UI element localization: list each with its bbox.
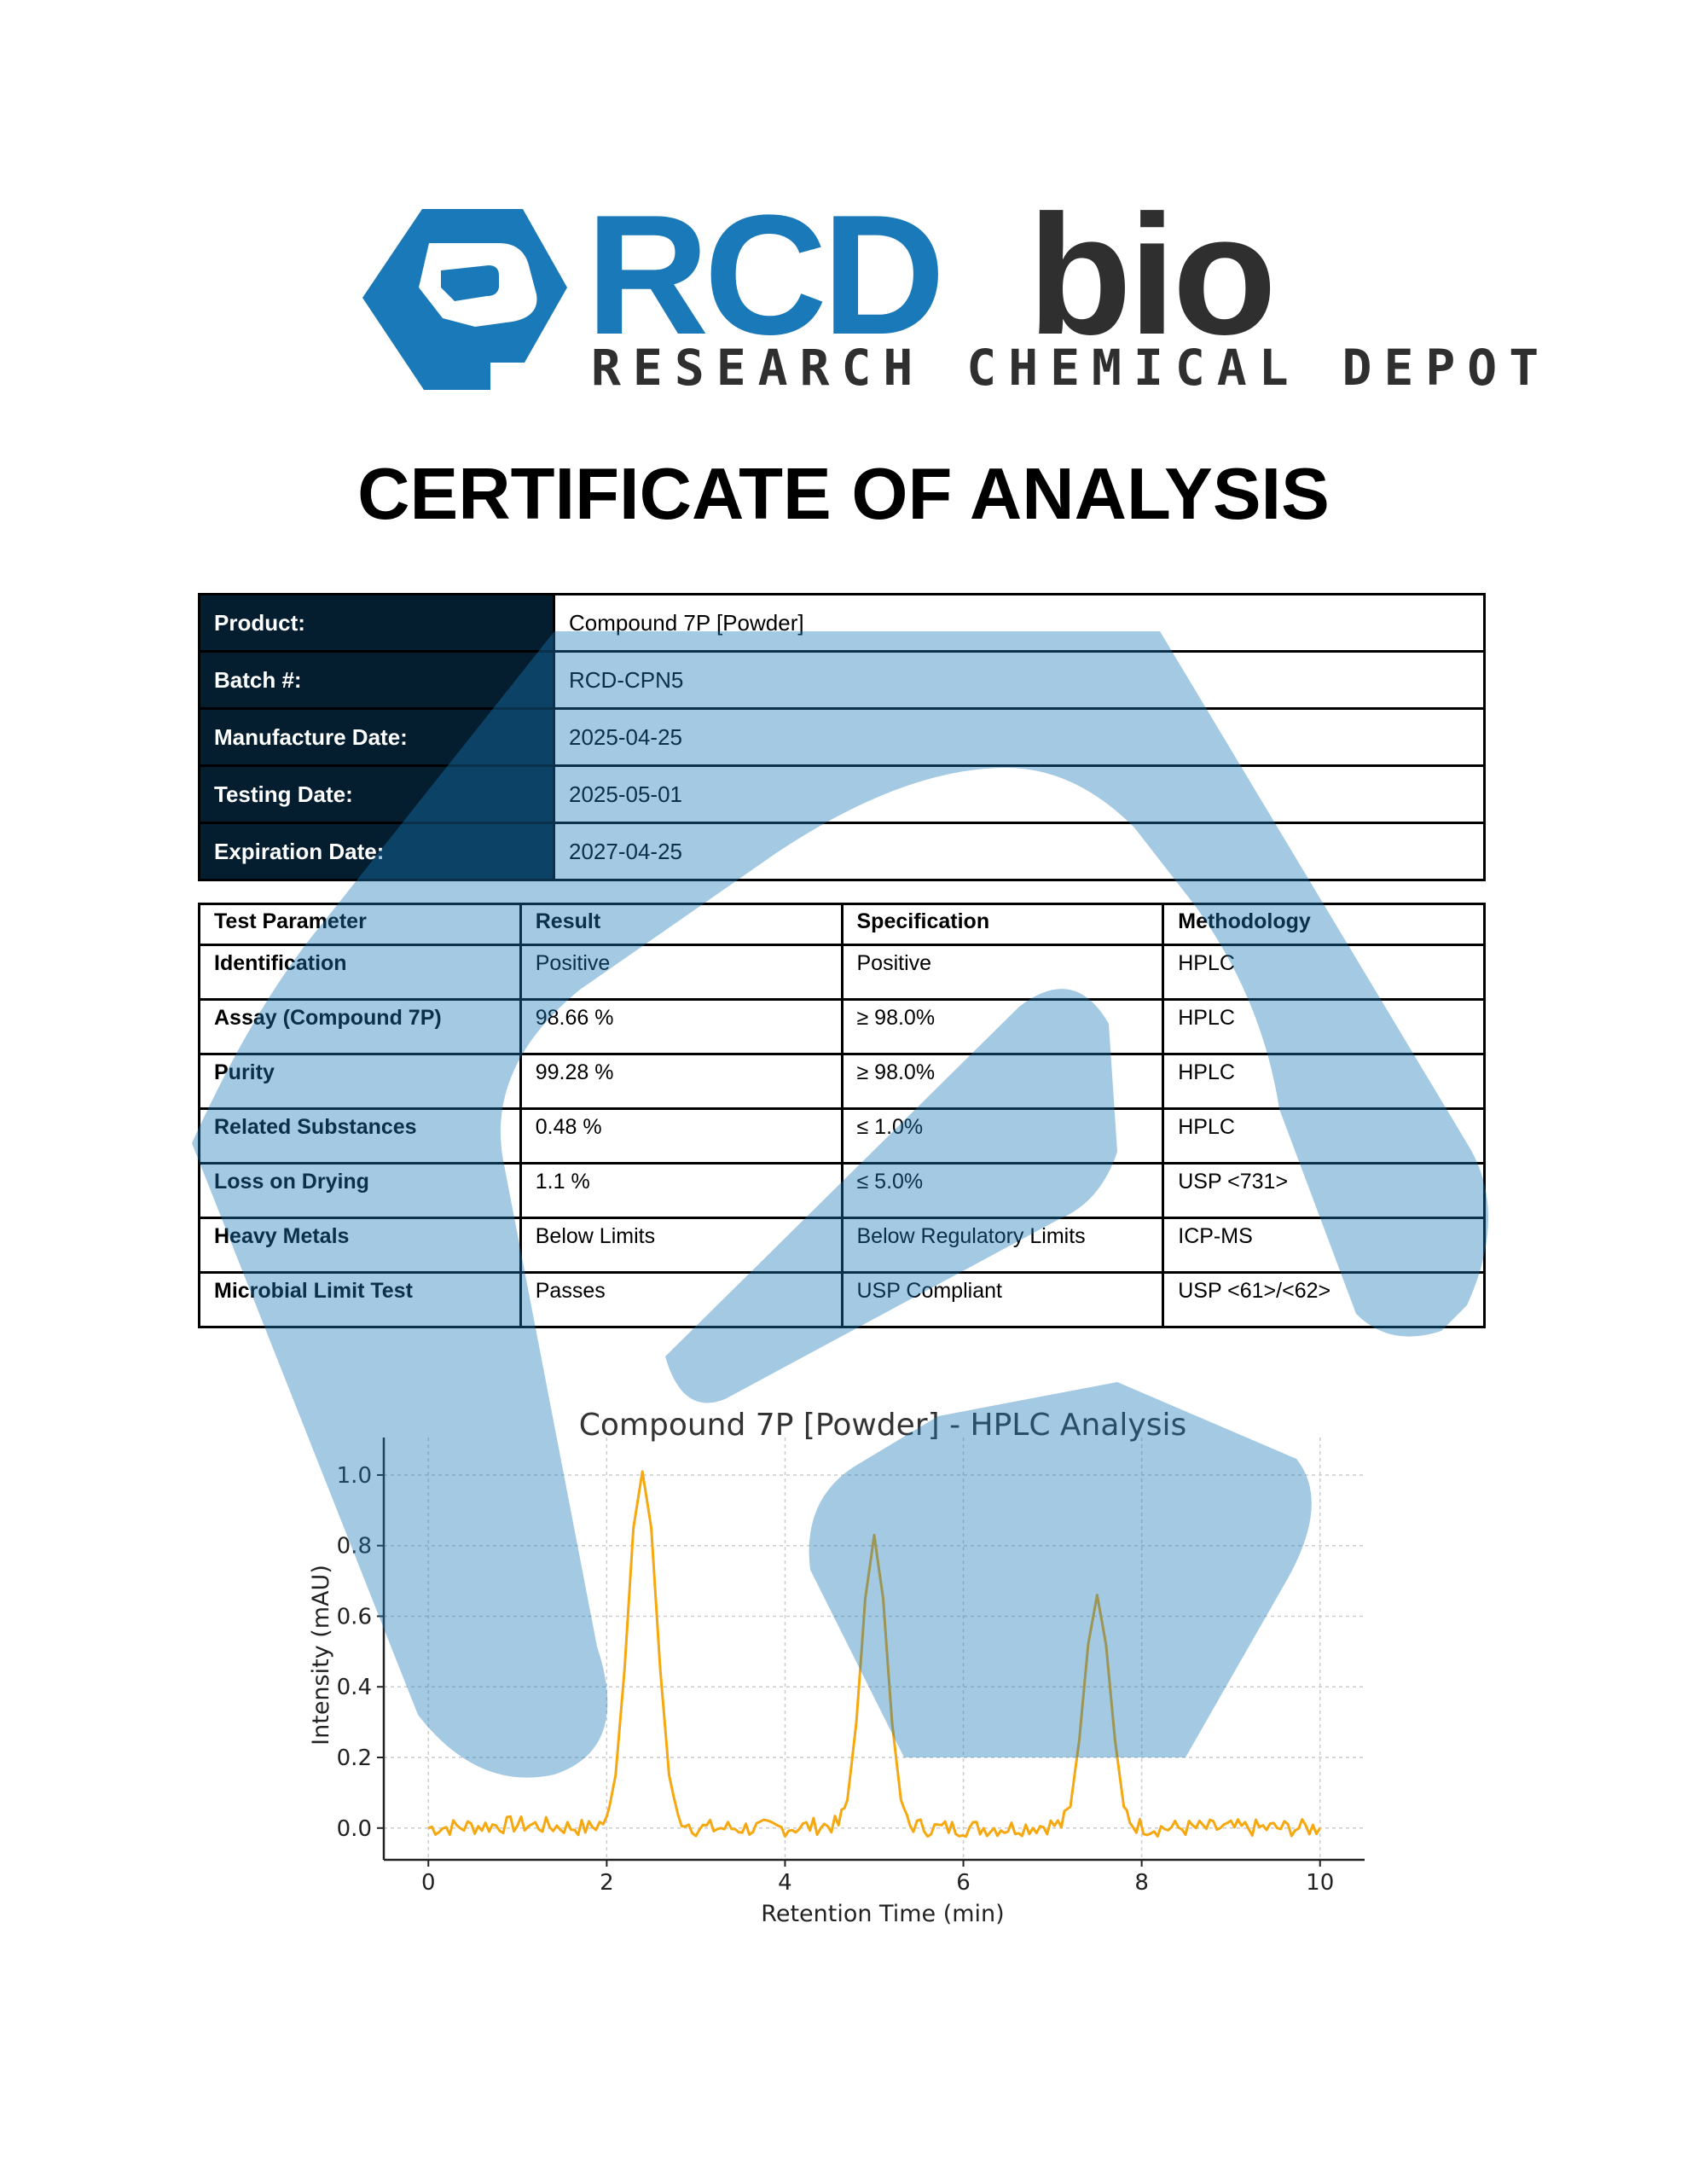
info-row: Product: Compound 7P [Powder] (198, 593, 1486, 653)
info-row: Expiration Date: 2027-04-25 (198, 822, 1486, 881)
test-parameter: Microbial Limit Test (198, 1271, 522, 1328)
test-specification: Below Regulatory Limits (840, 1217, 1165, 1274)
chart-x-axis-label: Retention Time (min) (761, 1901, 1004, 1927)
table-row: Identification Positive Positive HPLC (198, 944, 1486, 1001)
chart-series-line (427, 1470, 1321, 1838)
table-row: Assay (Compound 7P) 98.66 % ≥ 98.0% HPLC (198, 998, 1486, 1055)
x-tick-label: 0 (421, 1870, 436, 1896)
info-value: Compound 7P [Powder] (553, 593, 1486, 653)
x-tick-label: 10 (1306, 1870, 1334, 1896)
info-label: Testing Date: (198, 764, 555, 824)
test-specification: ≤ 5.0% (840, 1162, 1165, 1219)
info-value: 2025-05-01 (553, 764, 1486, 824)
chart-y-axis-label: Intensity (mAU) (308, 1565, 334, 1745)
test-specification: Positive (840, 944, 1165, 1001)
info-row: Batch #: RCD-CPN5 (198, 650, 1486, 710)
test-result: 99.28 % (519, 1053, 844, 1110)
test-parameter: Purity (198, 1053, 522, 1110)
test-result: Passes (519, 1271, 844, 1328)
column-header: Specification (840, 903, 1165, 946)
x-tick-label: 8 (1134, 1870, 1149, 1896)
info-value: 2025-04-25 (553, 707, 1486, 767)
test-results-table: Test Parameter Result Specification Meth… (198, 903, 1486, 1328)
logo-brand-primary: RCD (586, 180, 945, 370)
chart-axes (382, 1438, 1365, 1862)
table-row: Purity 99.28 % ≥ 98.0% HPLC (198, 1053, 1486, 1110)
table-row: Related Substances 0.48 % ≤ 1.0% HPLC (198, 1107, 1486, 1165)
test-specification: ≤ 1.0% (840, 1107, 1165, 1165)
product-info-table: Product: Compound 7P [Powder] Batch #: R… (198, 593, 1486, 881)
info-row: Manufacture Date: 2025-04-25 (198, 707, 1486, 767)
info-value: RCD-CPN5 (553, 650, 1486, 710)
info-row: Testing Date: 2025-05-01 (198, 764, 1486, 824)
test-parameter: Assay (Compound 7P) (198, 998, 522, 1055)
logo-tagline: RESEARCH CHEMICAL DEPOT (591, 339, 1551, 397)
test-parameter: Related Substances (198, 1107, 522, 1165)
column-header: Methodology (1162, 903, 1486, 946)
test-result: 1.1 % (519, 1162, 844, 1219)
test-parameter: Loss on Drying (198, 1162, 522, 1219)
y-tick-label: 0.4 (337, 1675, 372, 1700)
x-tick-label: 2 (600, 1870, 614, 1896)
logo-brand-secondary: bio (1028, 180, 1277, 370)
x-tick-label: 4 (778, 1870, 792, 1896)
test-result: 98.66 % (519, 998, 844, 1055)
info-label: Manufacture Date: (198, 707, 555, 767)
x-tick-label: 6 (956, 1870, 971, 1896)
test-method: HPLC (1162, 998, 1486, 1055)
test-method: ICP-MS (1162, 1217, 1486, 1274)
info-value: 2027-04-25 (553, 822, 1486, 881)
column-header: Result (519, 903, 844, 946)
table-header-row: Test Parameter Result Specification Meth… (198, 903, 1486, 946)
chart-title: Compound 7P [Powder] - HPLC Analysis (579, 1408, 1187, 1443)
info-label: Expiration Date: (198, 822, 555, 881)
y-tick-label: 0.0 (337, 1816, 372, 1842)
test-specification: ≥ 98.0% (840, 1053, 1165, 1110)
test-result: 0.48 % (519, 1107, 844, 1165)
y-tick-label: 1.0 (337, 1463, 372, 1489)
test-method: USP <61>/<62> (1162, 1271, 1486, 1328)
test-result: Below Limits (519, 1217, 844, 1274)
test-parameter: Heavy Metals (198, 1217, 522, 1274)
test-method: USP <731> (1162, 1162, 1486, 1219)
document-title: CERTIFICATE OF ANALYSIS (357, 454, 1330, 535)
chart-ticks: 0 2 4 6 8 10 0.0 0.2 0.4 0.6 0.8 1.0 (337, 1463, 1335, 1896)
test-result: Positive (519, 944, 844, 1001)
test-specification: ≥ 98.0% (840, 998, 1165, 1055)
info-label: Product: (198, 593, 555, 653)
test-parameter: Identification (198, 944, 522, 1001)
column-header: Test Parameter (198, 903, 522, 946)
test-method: HPLC (1162, 1107, 1486, 1165)
chart-grid (384, 1438, 1365, 1860)
test-specification: USP Compliant (840, 1271, 1165, 1328)
table-row: Loss on Drying 1.1 % ≤ 5.0% USP <731> (198, 1162, 1486, 1219)
table-row: Microbial Limit Test Passes USP Complian… (198, 1271, 1486, 1328)
hplc-chart: Compound 7P [Powder] - HPLC Analysis 0 2 4… (308, 1408, 1365, 1927)
y-tick-label: 0.2 (337, 1745, 372, 1771)
test-method: HPLC (1162, 1053, 1486, 1110)
brand-logo: RCD bio RESEARCH CHEMICAL DEPOT (362, 190, 1539, 401)
test-method: HPLC (1162, 944, 1486, 1001)
logo-mark-icon (362, 209, 567, 390)
table-row: Heavy Metals Below Limits Below Regulato… (198, 1217, 1486, 1274)
info-label: Batch #: (198, 650, 555, 710)
y-tick-label: 0.6 (337, 1604, 372, 1629)
y-tick-label: 0.8 (337, 1534, 372, 1560)
